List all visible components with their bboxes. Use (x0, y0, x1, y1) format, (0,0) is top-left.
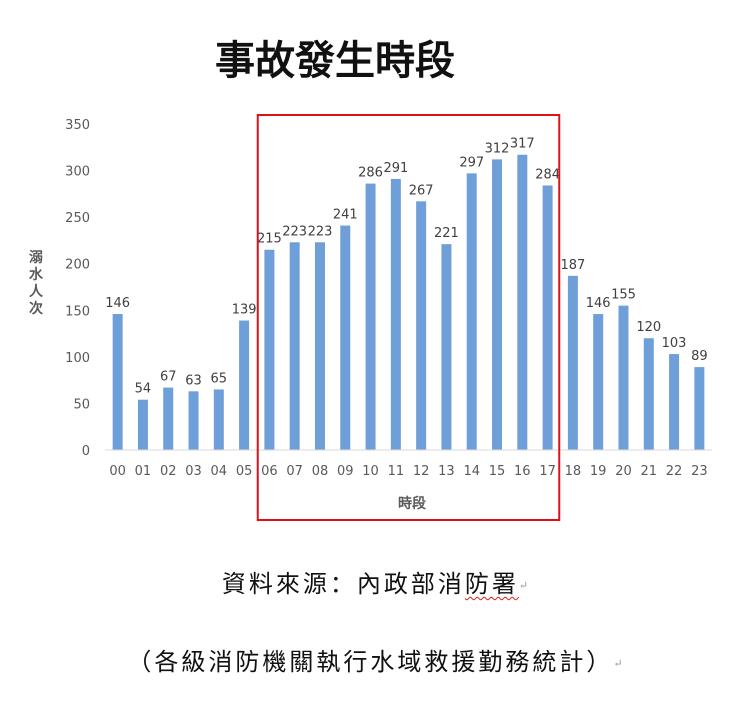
x-tick-label: 14 (463, 464, 480, 479)
source-text-underlined: 防署 (464, 570, 519, 598)
bar (492, 159, 503, 450)
x-tick-label: 11 (388, 464, 405, 479)
x-tick-label: 18 (565, 464, 582, 479)
bar (340, 225, 351, 450)
data-label: 223 (282, 224, 307, 239)
x-tick-label: 19 (590, 464, 607, 479)
bar (188, 391, 199, 450)
data-label: 317 (510, 137, 535, 152)
x-tick-label: 23 (691, 464, 708, 479)
y-tick-label: 100 (65, 351, 90, 366)
data-label: 54 (135, 382, 152, 397)
x-tick-label: 08 (312, 464, 329, 479)
x-tick-label: 03 (185, 464, 202, 479)
data-label: 65 (211, 371, 228, 386)
x-tick-label: 06 (261, 464, 278, 479)
x-axis-title: 時段 (398, 495, 426, 512)
data-label: 215 (257, 232, 282, 247)
y-tick-label: 250 (65, 211, 90, 226)
data-label: 146 (105, 296, 130, 311)
paragraph-mark-icon: ↵ (518, 579, 529, 592)
x-tick-label: 09 (337, 464, 354, 479)
x-tick-label: 13 (438, 464, 455, 479)
bar (264, 249, 275, 450)
source-note: （各級消防機關執行水域救援勤務統計）↵ (0, 642, 750, 677)
data-label: 146 (586, 296, 611, 311)
x-tick-label: 10 (362, 464, 379, 479)
x-tick-label: 17 (539, 464, 556, 479)
x-axis-ticks: 00 01 02 03 04 05 06 07 08 09 10 11 12 13 14 15 16 17 18 19… (109, 464, 707, 479)
paragraph-mark-icon: ↵ (613, 657, 623, 670)
bar (694, 367, 705, 450)
bar (517, 154, 528, 451)
bar (365, 183, 376, 450)
data-label: 67 (160, 370, 177, 385)
y-tick-label: 150 (65, 304, 90, 319)
bar (314, 242, 325, 450)
source-text: 資料來源：內政部消 (221, 570, 465, 598)
data-label: 139 (232, 303, 257, 318)
x-tick-label: 15 (489, 464, 506, 479)
y-axis-title-text: 溺水人次 (29, 250, 44, 317)
y-axis-ticks: 0 50 100 150 200 250 300 350 (65, 118, 90, 459)
x-tick-label: 16 (514, 464, 531, 479)
x-tick-label: 00 (109, 464, 126, 479)
data-label: 291 (383, 161, 408, 176)
x-tick-label: 20 (615, 464, 632, 479)
data-label: 312 (485, 141, 510, 156)
bar (390, 178, 401, 450)
data-label: 89 (691, 349, 708, 364)
y-axis-title: 溺水人次 (29, 250, 44, 317)
bar (466, 173, 477, 450)
bar (416, 201, 427, 450)
bar (542, 185, 553, 450)
data-label: 155 (611, 288, 636, 303)
x-tick-label: 12 (413, 464, 430, 479)
data-label: 221 (434, 226, 459, 241)
bars (112, 154, 705, 451)
x-tick-label: 02 (160, 464, 177, 479)
y-tick-label: 0 (82, 444, 90, 459)
x-tick-label: 05 (236, 464, 253, 479)
data-label: 187 (560, 258, 585, 273)
data-label: 241 (333, 208, 358, 223)
data-label: 267 (409, 183, 434, 198)
bar (618, 305, 629, 450)
chart-title: 事故發生時段 (215, 38, 455, 84)
data-label: 297 (459, 155, 484, 170)
bar (643, 338, 654, 450)
x-tick-label: 04 (211, 464, 228, 479)
highlight-box (256, 114, 561, 521)
data-label: 284 (535, 167, 560, 182)
bar (239, 320, 250, 450)
bar (567, 275, 578, 450)
x-tick-label: 21 (640, 464, 657, 479)
bar (213, 389, 224, 450)
x-tick-label: 07 (286, 464, 303, 479)
data-label: 223 (308, 224, 333, 239)
bar (289, 242, 300, 450)
y-tick-label: 200 (65, 258, 90, 273)
bar (441, 244, 452, 450)
bar (137, 399, 148, 450)
y-tick-label: 300 (65, 165, 90, 180)
x-tick-label: 22 (666, 464, 683, 479)
source-line: 資料來源：內政部消防署↵ (0, 564, 750, 599)
bar (163, 387, 174, 450)
data-label: 120 (636, 320, 661, 335)
bar (112, 314, 123, 450)
x-tick-label: 01 (135, 464, 152, 479)
bar (669, 354, 680, 450)
y-tick-label: 350 (65, 118, 90, 133)
source-note-text: （各級消防機關執行水域救援勤務統計） (127, 648, 614, 676)
bar (593, 314, 604, 450)
data-label: 63 (185, 373, 202, 388)
data-label: 286 (358, 166, 383, 181)
data-label: 103 (662, 336, 687, 351)
y-tick-label: 50 (73, 397, 90, 412)
